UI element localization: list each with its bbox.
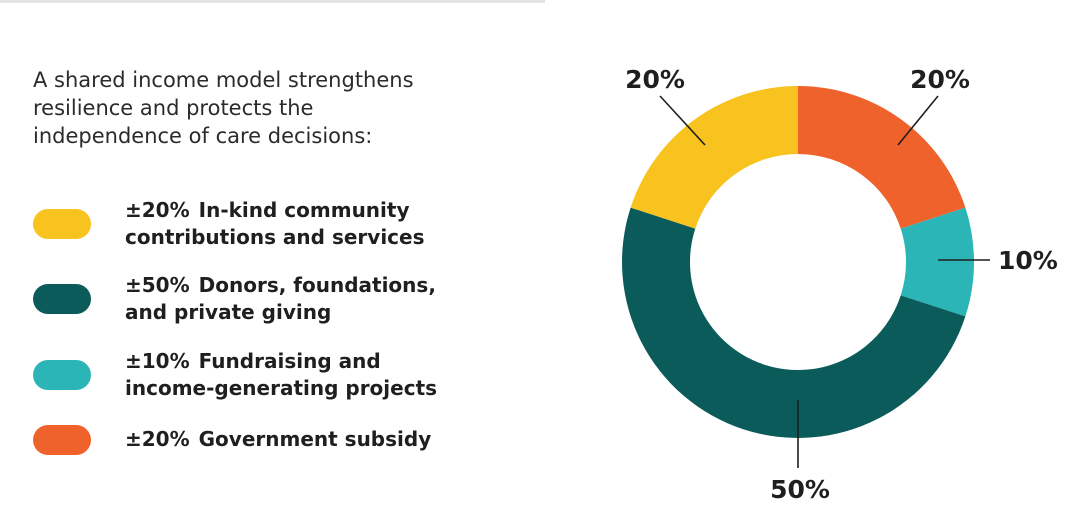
leader-line xyxy=(659,95,706,146)
slice-label: 10% xyxy=(998,246,1058,275)
legend-line-1: ±50% Donors, foundations, xyxy=(125,272,505,299)
top-divider xyxy=(0,0,545,3)
intro-line: resilience and protects the xyxy=(33,96,314,120)
legend-line-1: ±10% Fundraising and xyxy=(125,348,505,375)
legend-label: Fundraising and xyxy=(198,349,381,373)
legend-percent: ±20% xyxy=(125,198,190,222)
legend-item-government: ±20% Government subsidy xyxy=(33,424,503,484)
legend-item-in-kind: ±20% In-kind community contributions and … xyxy=(33,195,503,255)
legend-line-2: contributions and services xyxy=(125,225,425,249)
legend-line-2: income-generating projects xyxy=(125,376,438,400)
legend-swatch xyxy=(33,425,91,455)
legend-item-donors: ±50% Donors, foundations, and private giv… xyxy=(33,270,503,330)
leader-line xyxy=(897,95,939,146)
legend-label: In-kind community xyxy=(198,198,410,222)
donut-slices xyxy=(622,86,975,438)
intro-text: A shared income model strengthens resili… xyxy=(33,66,503,150)
legend-swatch xyxy=(33,284,91,314)
legend-percent: ±50% xyxy=(125,273,190,297)
slice-labels: 20% 10% 50% 20% xyxy=(625,65,1058,504)
leader-lines xyxy=(659,95,990,468)
slice-label: 50% xyxy=(770,475,830,504)
slice-label: 20% xyxy=(625,65,685,94)
legend-label: Government subsidy xyxy=(198,427,432,451)
legend-label: Donors, foundations, xyxy=(198,273,436,297)
donut-slice xyxy=(900,207,975,317)
legend-percent: ±10% xyxy=(125,349,190,373)
legend-swatch xyxy=(33,209,91,239)
legend-text: ±20% In-kind community contributions and … xyxy=(125,197,505,251)
slice-label: 20% xyxy=(910,65,970,94)
legend-line-1: ±20% In-kind community xyxy=(125,197,505,224)
legend-line-2: and private giving xyxy=(125,300,332,324)
legend-swatch xyxy=(33,360,91,390)
legend-text: ±50% Donors, foundations, and private giv… xyxy=(125,272,505,326)
donut-slice xyxy=(798,86,966,229)
donut-slice xyxy=(630,86,798,229)
legend-line-1: ±20% Government subsidy xyxy=(125,426,505,453)
legend-text: ±20% Government subsidy xyxy=(125,426,505,453)
donut-slice xyxy=(622,207,966,438)
legend-percent: ±20% xyxy=(125,427,190,451)
legend-item-fundraising: ±10% Fundraising and income-generating pr… xyxy=(33,346,503,406)
intro-line: A shared income model strengthens xyxy=(33,68,414,92)
legend-text: ±10% Fundraising and income-generating pr… xyxy=(125,348,505,402)
intro-line: independence of care decisions: xyxy=(33,124,373,148)
